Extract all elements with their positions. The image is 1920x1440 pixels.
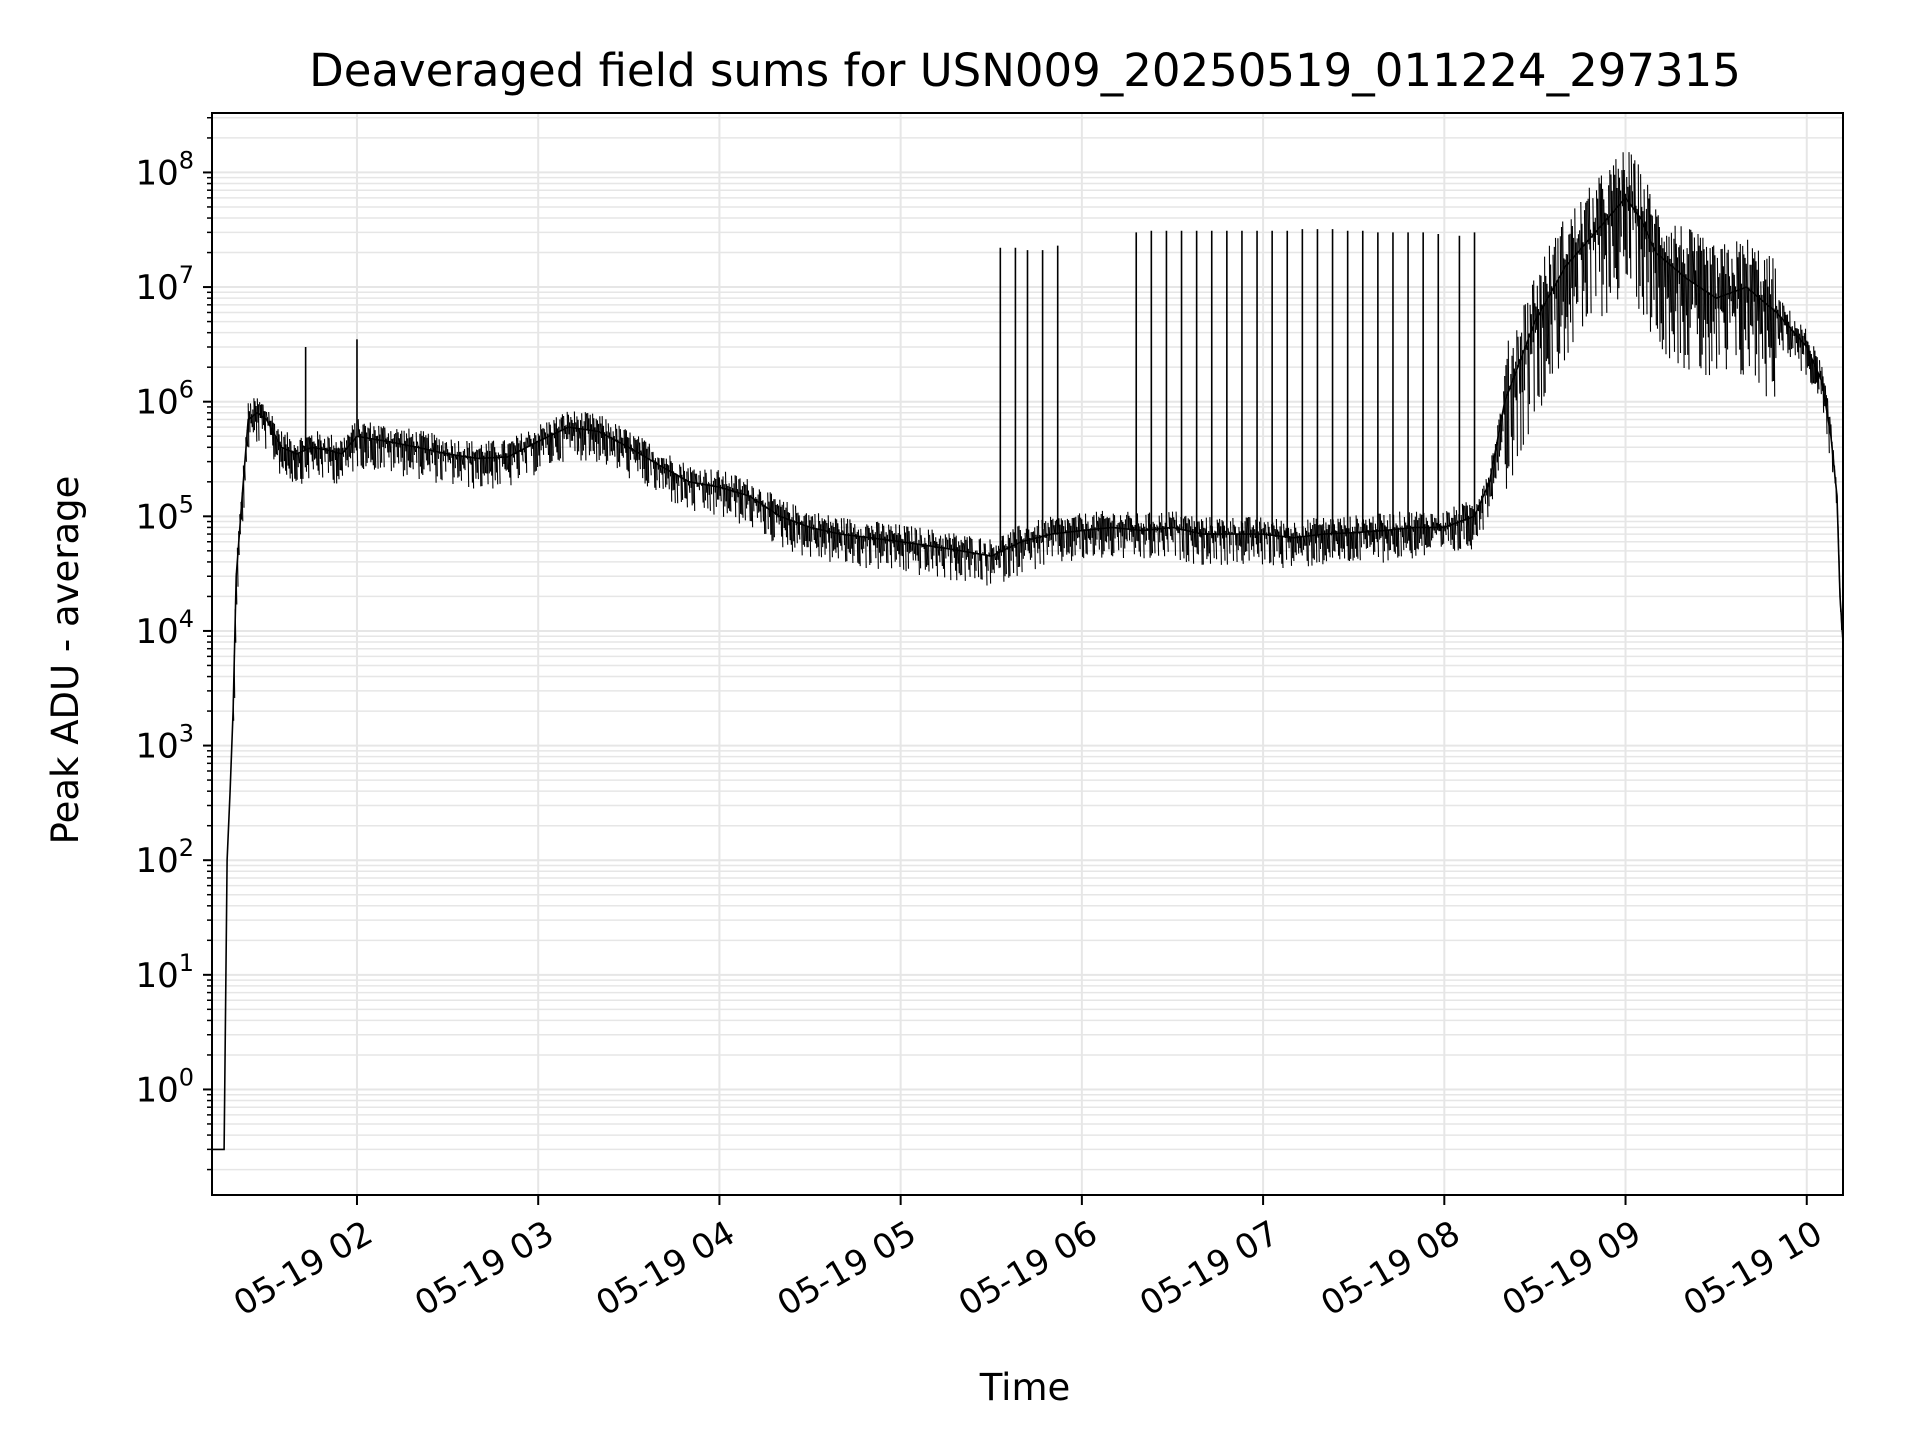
y-axis: 100 101 102 103 104 105 106 107 108 [135,116,212,1171]
y-tick-label: 108 [135,146,194,193]
y-tick-label: 107 [135,261,194,308]
chart-title: Deaveraged field sums for USN009_2025051… [309,44,1741,97]
y-tick-label: 105 [135,490,194,537]
y-tick-label: 102 [135,834,194,881]
y-tick-label: 104 [135,605,194,652]
plot-frame [211,112,1844,1196]
series-noise [232,152,1844,721]
y-tick-label: 101 [135,949,194,996]
series-layer [212,152,1844,1151]
y-tick-label: 103 [135,720,194,767]
y-axis-label: Peak ADU - average [44,476,87,845]
y-tick-label: 106 [135,376,194,423]
x-axis-label: Time [979,1366,1071,1409]
y-tick-label: 100 [135,1063,194,1110]
